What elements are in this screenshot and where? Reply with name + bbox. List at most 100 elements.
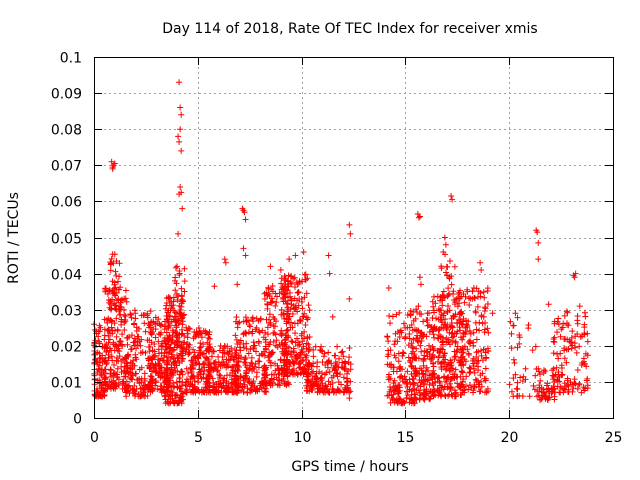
data-point xyxy=(413,355,420,362)
data-point xyxy=(419,370,426,377)
data-point xyxy=(551,334,558,341)
data-point xyxy=(109,251,116,258)
data-point xyxy=(312,343,319,350)
data-point xyxy=(404,368,411,375)
data-point xyxy=(439,291,446,298)
data-point xyxy=(288,301,295,308)
data-point xyxy=(514,392,521,399)
data-point xyxy=(286,363,293,370)
data-point xyxy=(286,313,293,320)
data-point xyxy=(305,348,312,355)
data-point xyxy=(176,371,183,378)
data-point xyxy=(196,344,203,351)
data-point xyxy=(440,386,447,393)
data-point xyxy=(446,362,453,369)
data-point xyxy=(293,358,300,365)
data-point xyxy=(387,347,394,354)
data-point xyxy=(393,311,400,318)
data-point xyxy=(462,324,469,331)
data-point xyxy=(303,387,310,394)
data-point xyxy=(97,371,104,378)
data-point xyxy=(179,358,186,365)
data-point xyxy=(170,383,177,390)
data-point xyxy=(171,346,178,353)
data-point xyxy=(415,214,422,221)
data-point xyxy=(294,335,301,342)
data-point xyxy=(408,350,415,357)
data-point xyxy=(202,381,209,388)
data-point xyxy=(186,326,193,333)
data-point xyxy=(387,320,394,327)
data-point xyxy=(563,359,570,366)
data-point xyxy=(241,383,248,390)
data-point xyxy=(339,348,346,355)
data-point xyxy=(233,314,240,321)
data-point xyxy=(452,366,459,373)
data-point xyxy=(269,283,276,290)
data-point xyxy=(554,329,561,336)
data-point xyxy=(243,345,250,352)
data-point xyxy=(443,269,450,276)
data-point xyxy=(141,311,148,318)
data-point xyxy=(466,327,473,334)
data-point xyxy=(395,390,402,397)
data-point xyxy=(444,303,451,310)
data-point xyxy=(136,338,143,345)
data-point xyxy=(107,267,114,274)
data-point xyxy=(335,379,342,386)
data-point xyxy=(477,293,484,300)
data-point xyxy=(388,391,395,398)
data-point xyxy=(291,274,298,281)
data-point xyxy=(179,205,186,212)
data-point xyxy=(430,367,437,374)
data-point xyxy=(249,380,256,387)
data-point xyxy=(101,332,108,339)
data-point xyxy=(98,372,105,379)
data-point xyxy=(414,382,421,389)
data-point xyxy=(562,336,569,343)
data-point xyxy=(436,387,443,394)
data-point xyxy=(184,327,191,334)
data-point xyxy=(300,343,307,350)
data-point xyxy=(111,302,118,309)
data-point xyxy=(432,378,439,385)
data-point xyxy=(470,363,477,370)
data-point xyxy=(448,359,455,366)
data-point xyxy=(232,318,239,325)
data-point xyxy=(299,305,306,312)
data-point xyxy=(414,337,421,344)
data-point xyxy=(170,355,177,362)
data-point xyxy=(179,390,186,397)
data-point xyxy=(325,378,332,385)
data-point xyxy=(178,341,185,348)
data-point xyxy=(177,385,184,392)
data-point xyxy=(133,324,140,331)
data-point xyxy=(456,319,463,326)
data-point xyxy=(123,393,130,400)
data-point xyxy=(152,314,159,321)
data-point xyxy=(584,352,591,359)
data-point xyxy=(481,294,488,301)
data-point xyxy=(438,324,445,331)
data-point xyxy=(290,348,297,355)
data-point xyxy=(437,307,444,314)
data-point xyxy=(426,388,433,395)
data-point xyxy=(188,369,195,376)
data-point xyxy=(312,373,319,380)
data-point xyxy=(261,372,268,379)
data-point xyxy=(341,365,348,372)
data-point xyxy=(257,315,264,322)
data-point xyxy=(325,252,332,259)
data-point xyxy=(324,385,331,392)
data-point xyxy=(97,324,104,331)
data-point xyxy=(526,393,533,400)
data-point xyxy=(577,333,584,340)
data-point xyxy=(264,331,271,338)
data-point xyxy=(568,334,575,341)
data-point xyxy=(392,338,399,345)
data-point xyxy=(266,311,273,318)
data-point xyxy=(244,389,251,396)
data-point xyxy=(341,388,348,395)
data-point xyxy=(155,338,162,345)
data-point xyxy=(297,360,304,367)
